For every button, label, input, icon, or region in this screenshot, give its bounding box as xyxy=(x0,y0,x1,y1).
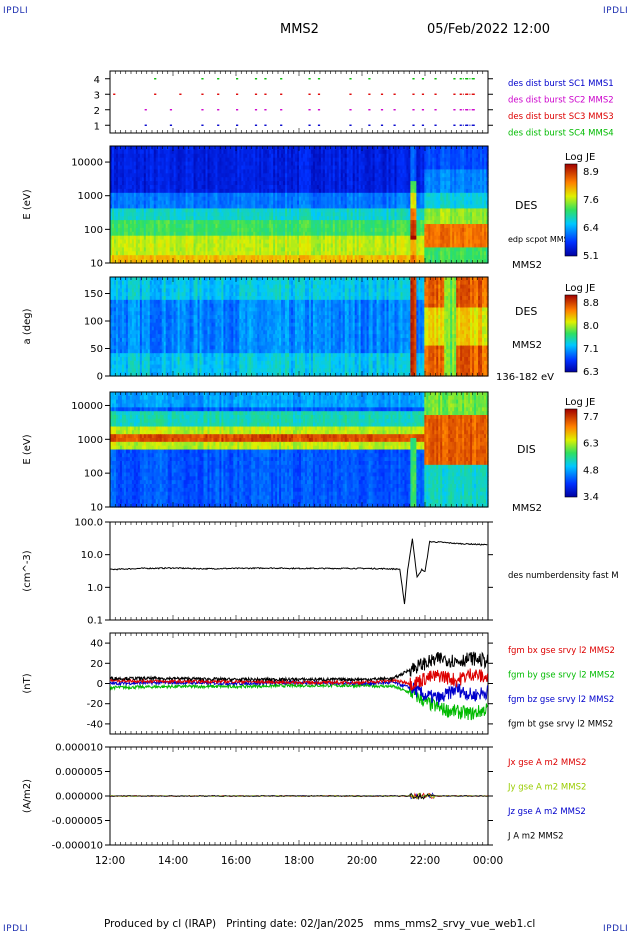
des-pitch-heatmap xyxy=(110,277,489,377)
des-pitch-right-label: 136-182 eV xyxy=(496,372,554,383)
current-ylabel: (A/m2) xyxy=(22,779,33,813)
burst-ytick-label: 3 xyxy=(94,90,100,101)
des-pitch-colorbar-tick: 7.1 xyxy=(583,344,599,355)
des-pitch-right-label: DES xyxy=(515,305,537,318)
dis-energy-ylabel: E (eV) xyxy=(22,434,33,464)
fgm-legend-2: fgm by gse srvy l2 MMS2 xyxy=(508,671,615,681)
current-ytick-label: 0.000000 xyxy=(55,792,103,803)
des-pitch-ytick-label: 150 xyxy=(84,289,103,300)
des-pitch-colorbar-title: Log JE xyxy=(565,283,595,294)
des-energy-colorbar xyxy=(565,164,577,256)
dis-energy-right-label: MMS2 xyxy=(512,503,542,514)
burst-ytick-label: 2 xyxy=(94,106,100,117)
fgm-legend-1: fgm bx gse srvy l2 MMS2 xyxy=(508,646,615,656)
dis-energy-colorbar xyxy=(565,409,577,497)
dis-energy-right-label: DIS xyxy=(517,443,536,456)
burst-legend-3: des dist burst SC3 MMS3 xyxy=(508,112,614,122)
fgm-ytick-label: 0 xyxy=(97,679,103,690)
time-tick-label: 16:00 xyxy=(221,855,251,867)
des-pitch-colorbar-tick: 8.8 xyxy=(583,298,599,309)
density-series-line xyxy=(110,539,487,604)
current-legend-2: Jy gse A m2 MMS2 xyxy=(507,783,586,793)
des-pitch-colorbar-tick: 8.0 xyxy=(583,321,599,332)
des-energy-colorbar-tick: 5.1 xyxy=(583,251,599,262)
burst-legend-1: des dist burst SC1 MMS1 xyxy=(508,79,614,89)
time-tick-label: 20:00 xyxy=(347,855,377,867)
density-ylabel: (cm^-3) xyxy=(22,550,33,591)
density-ytick-label: 0.1 xyxy=(87,616,103,627)
des-energy-ytick-label: 10 xyxy=(90,259,103,270)
burst-frame xyxy=(110,71,488,133)
footer-produced-by: Produced by cl (IRAP) xyxy=(104,918,216,930)
time-tick-label: 18:00 xyxy=(284,855,314,867)
des-pitch-ytick-label: 100 xyxy=(84,317,103,328)
burst-legend-2: des dist burst SC2 MMS2 xyxy=(508,96,614,106)
fgm-legend-4: fgm bt gse srvy l2 MMS2 xyxy=(508,720,613,730)
des-energy-colorbar-tick: 7.6 xyxy=(583,195,599,206)
dis-energy-ytick-label: 1000 xyxy=(78,435,103,446)
dis-energy-colorbar-tick: 7.7 xyxy=(583,412,599,423)
density-legend: des numberdensity fast M xyxy=(508,571,619,581)
time-tick-label: 22:00 xyxy=(410,855,440,867)
des-energy-colorbar-tick: 8.9 xyxy=(583,167,599,178)
time-tick-label: 14:00 xyxy=(158,855,188,867)
current-ytick-label: -0.000005 xyxy=(52,816,103,827)
page: IPDLI IPDLI IPDLI IPDLI MMS2 05/Feb/2022… xyxy=(0,0,630,934)
des-energy-colorbar-tick: 6.4 xyxy=(583,223,599,234)
des-energy-ylabel: E (eV) xyxy=(22,189,33,219)
des-pitch-ytick-label: 50 xyxy=(90,344,103,355)
plot-figure: des dist burst SC1 MMS1 des dist burst SC… xyxy=(0,0,630,934)
dis-energy-colorbar-title: Log JE xyxy=(565,397,595,408)
density-frame xyxy=(110,522,488,620)
fgm-ytick-label: -20 xyxy=(87,699,103,710)
current-legend-1: Jx gse A m2 MMS2 xyxy=(507,758,586,768)
dis-energy-colorbar-tick: 6.3 xyxy=(583,439,599,450)
footer-file: mms_mms2_srvy_vue_web1.cl xyxy=(374,918,536,930)
current-legend-3: Jz gse A m2 MMS2 xyxy=(507,807,586,817)
fgm-ytick-label: -40 xyxy=(87,719,103,730)
des-energy-right-label: MMS2 xyxy=(512,260,542,271)
current-legend-4: J A m2 MMS2 xyxy=(507,832,564,842)
fgm-ylabel: (nT) xyxy=(22,673,33,693)
density-ytick-label: 100.0 xyxy=(74,518,103,529)
des-energy-ytick-label: 1000 xyxy=(78,191,103,202)
current-ytick-label: 0.000005 xyxy=(55,767,103,778)
fgm-ytick-label: 40 xyxy=(90,639,103,650)
fgm-series-line xyxy=(110,684,488,720)
fgm-ytick-label: 20 xyxy=(90,659,103,670)
des-pitch-right-label: MMS2 xyxy=(512,340,542,351)
time-tick-label: 12:00 xyxy=(95,855,125,867)
dis-energy-ytick-label: 10 xyxy=(90,503,103,514)
fgm-legend-3: fgm bz gse srvy l2 MMS2 xyxy=(508,695,614,705)
des-energy-right-label: edp scpot MMS2 xyxy=(508,235,574,244)
dis-energy-colorbar-tick: 4.8 xyxy=(583,465,599,476)
dis-energy-heatmap xyxy=(110,392,489,508)
des-pitch-ylabel: a (deg) xyxy=(22,308,33,344)
dis-energy-colorbar-tick: 3.4 xyxy=(583,492,599,503)
burst-ytick-label: 4 xyxy=(94,75,100,86)
current-ytick-label: 0.000010 xyxy=(55,743,103,754)
dis-energy-ytick-label: 10000 xyxy=(71,401,103,412)
footer: Produced by cl (IRAP) Printing date: 02/… xyxy=(104,918,535,930)
des-pitch-colorbar-tick: 6.3 xyxy=(583,367,599,378)
density-ytick-label: 10.0 xyxy=(81,550,103,561)
time-tick-label: 00:00 xyxy=(473,855,503,867)
des-energy-right-label: DES xyxy=(515,199,537,212)
burst-legend-4: des dist burst SC4 MMS4 xyxy=(508,129,614,139)
des-pitch-colorbar xyxy=(565,295,577,372)
footer-printing-date: Printing date: 02/Jan/2025 xyxy=(226,918,364,930)
des-energy-heatmap xyxy=(110,146,489,264)
current-ytick-label: -0.000010 xyxy=(52,841,103,852)
burst-ytick-label: 1 xyxy=(94,121,100,132)
des-energy-ytick-label: 10000 xyxy=(71,158,103,169)
des-energy-colorbar-title: Log JE xyxy=(565,152,595,163)
des-pitch-ytick-label: 0 xyxy=(97,372,103,383)
dis-energy-ytick-label: 100 xyxy=(84,469,103,480)
des-energy-ytick-label: 100 xyxy=(84,225,103,236)
density-ytick-label: 1.0 xyxy=(87,583,103,594)
